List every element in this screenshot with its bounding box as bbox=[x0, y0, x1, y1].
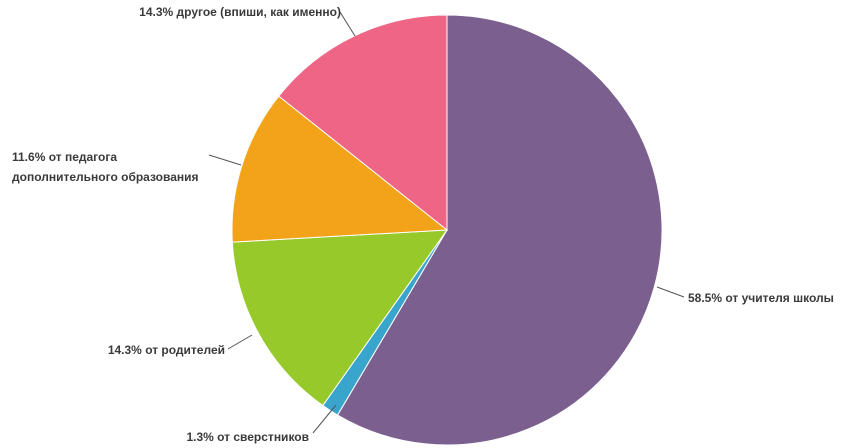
pie-slice-teacher bbox=[336, 14, 663, 446]
pie-slice-supplementary bbox=[231, 95, 449, 243]
leader-line-peers bbox=[312, 404, 337, 434]
leader-line-parents bbox=[227, 334, 253, 350]
slice-label-supplementary-line1: 11.6% от педагога bbox=[12, 150, 117, 164]
leader-line-teacher bbox=[656, 286, 685, 298]
leader-lines bbox=[208, 11, 685, 434]
slice-labels: 58.5% от учителя школы 1.3% от сверстник… bbox=[12, 5, 834, 444]
pie-slice-other bbox=[278, 14, 448, 232]
slice-label-supplementary-line2: дополнительного образования bbox=[12, 170, 199, 184]
slice-label-teacher: 58.5% от учителя школы bbox=[688, 291, 834, 305]
pie-slices bbox=[231, 14, 663, 446]
slice-label-other: 14.3% другое (впиши, как именно) bbox=[139, 5, 341, 19]
leader-line-other bbox=[339, 11, 356, 37]
pie-slice-parents bbox=[231, 229, 449, 407]
slice-label-peers: 1.3% от сверстников bbox=[186, 430, 309, 444]
leader-line-supplementary bbox=[208, 154, 242, 166]
slice-label-parents: 14.3% от родителей bbox=[108, 343, 225, 357]
